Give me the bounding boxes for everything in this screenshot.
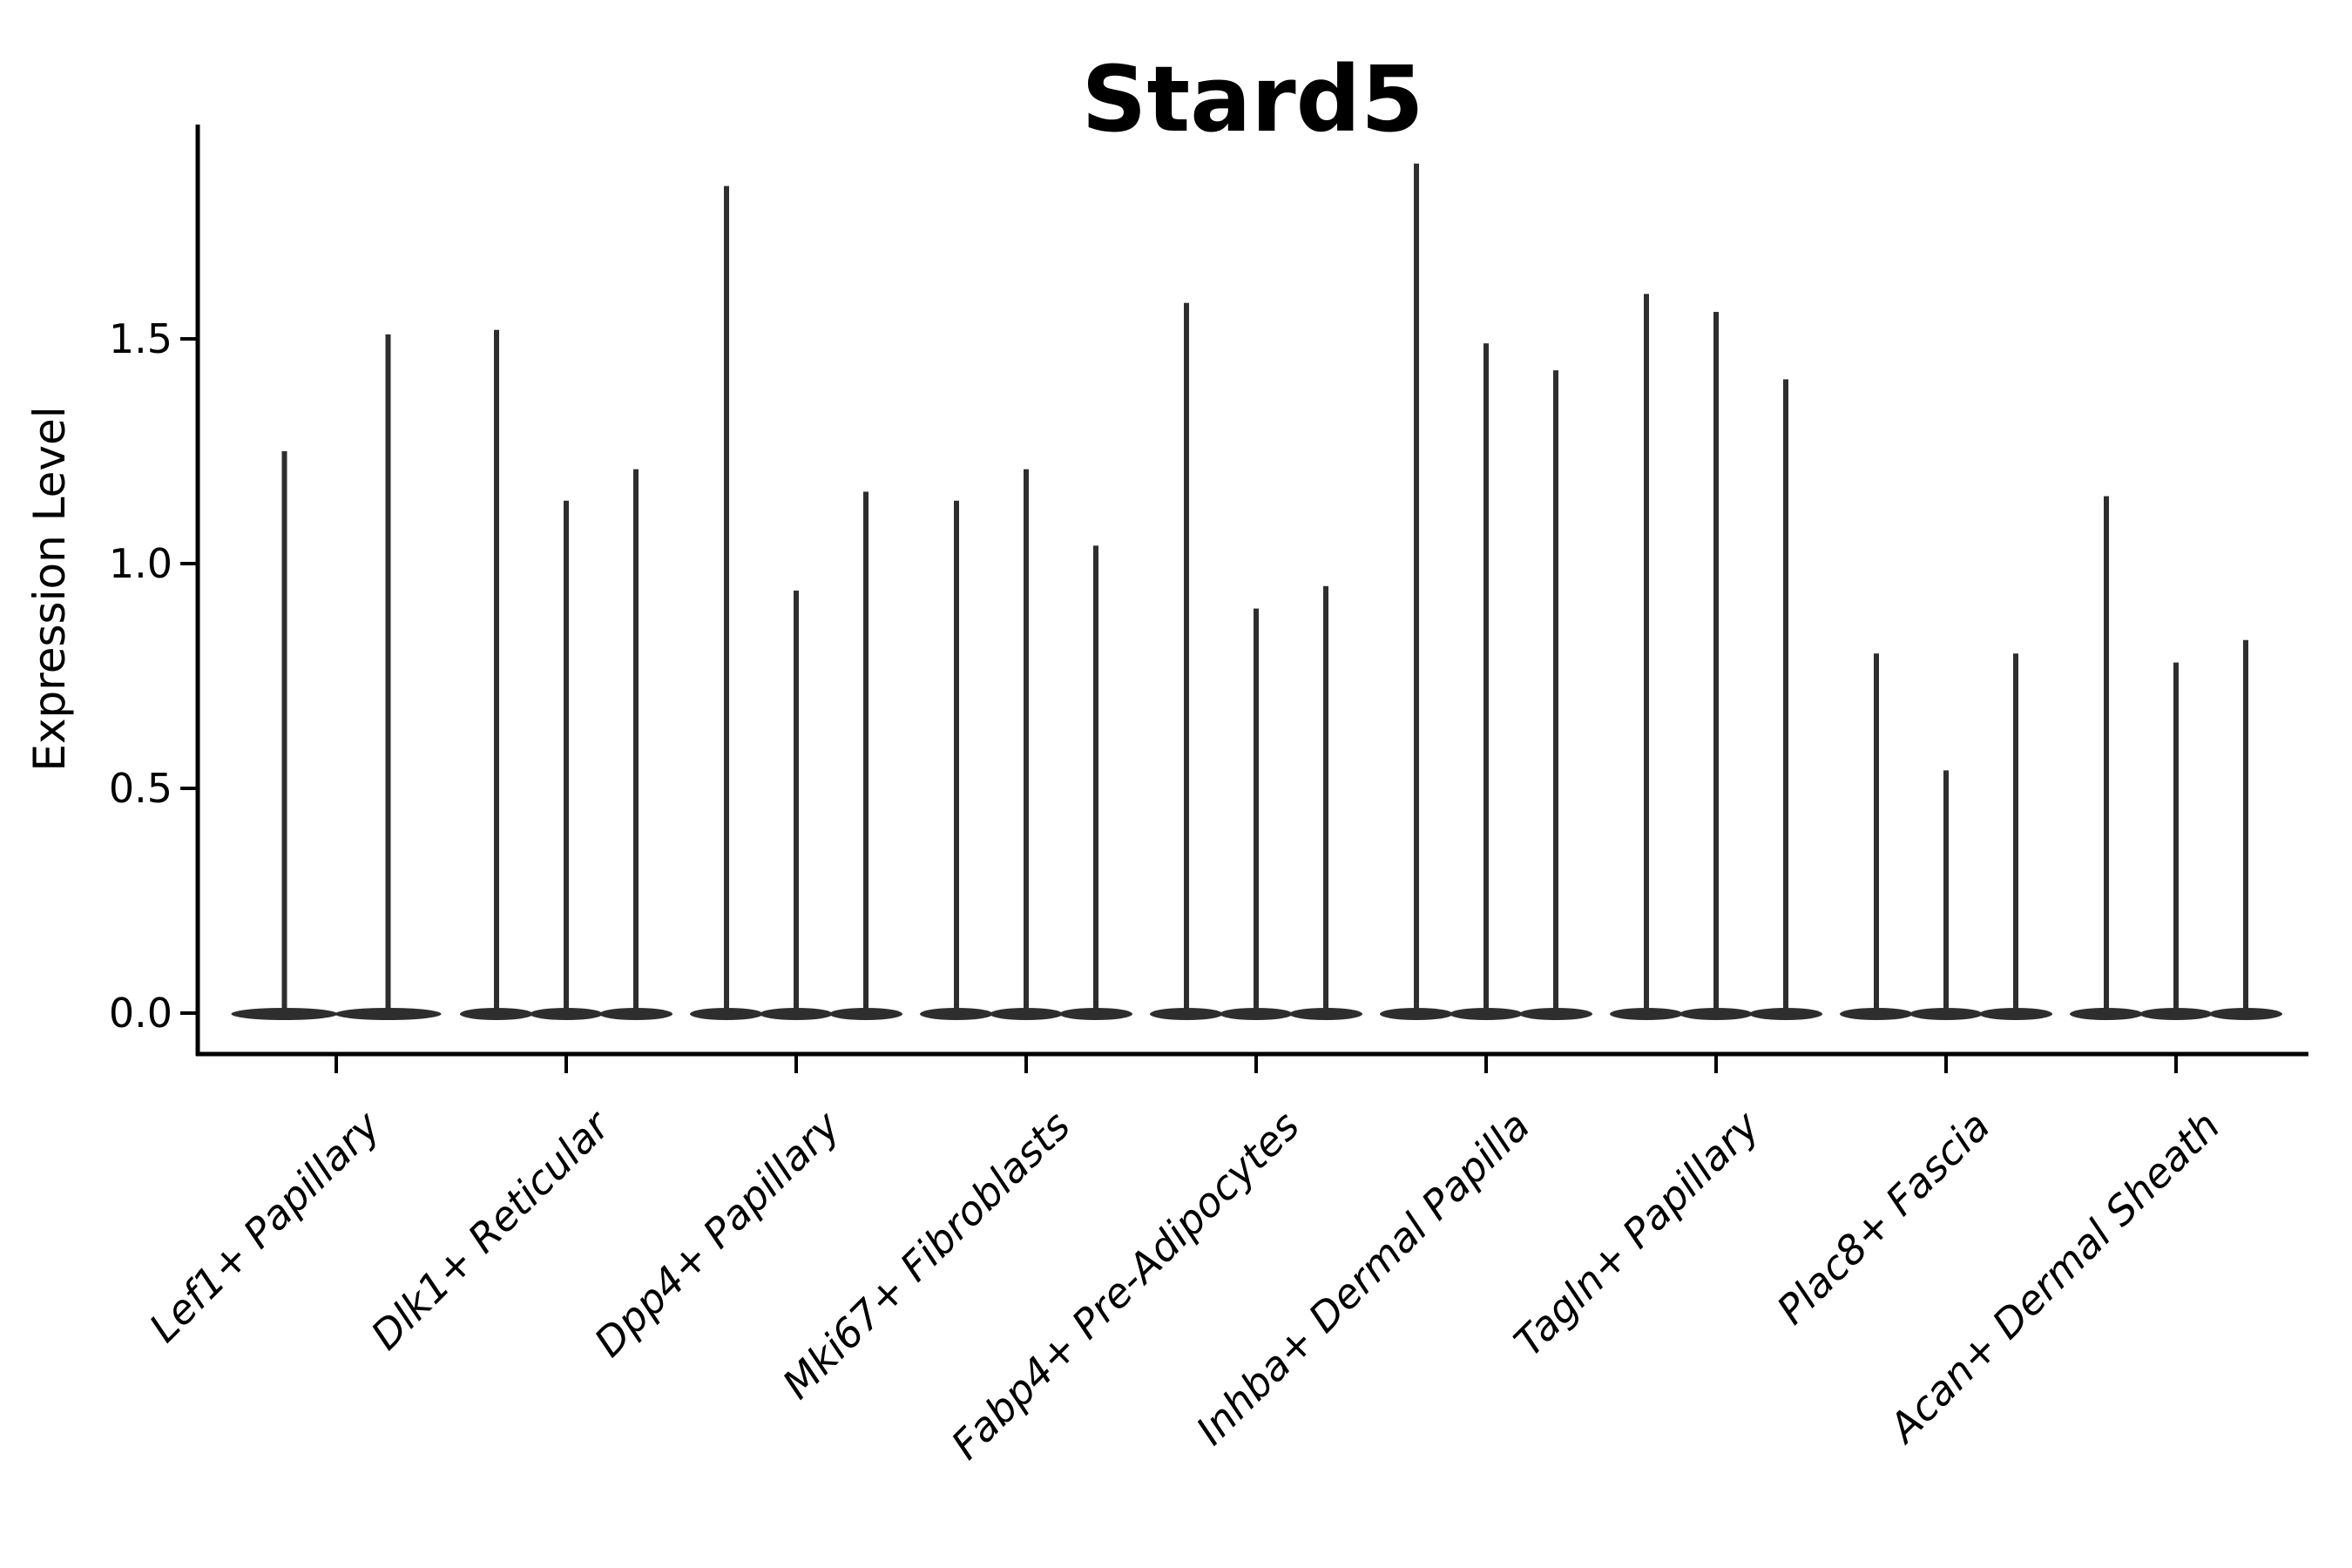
chart-title: Stard5 bbox=[1081, 46, 1424, 152]
violin-needle bbox=[281, 451, 287, 1014]
violin-needle bbox=[2104, 496, 2109, 1014]
violin-needle bbox=[1093, 545, 1098, 1014]
violin-needle bbox=[2013, 653, 2018, 1014]
violin-needle bbox=[494, 329, 499, 1014]
violin-needle bbox=[1024, 469, 1029, 1014]
violin-needle bbox=[794, 590, 799, 1014]
y-tick-label: 1.0 bbox=[108, 540, 172, 587]
violin-needle bbox=[1323, 585, 1328, 1014]
violin-needle bbox=[1713, 312, 1719, 1014]
violin-needle bbox=[1644, 294, 1649, 1014]
violin-needle bbox=[1783, 379, 1788, 1014]
violin-needle bbox=[2243, 639, 2248, 1014]
violin-needle bbox=[863, 491, 868, 1014]
violin-needle bbox=[633, 469, 639, 1014]
violin-needle bbox=[1414, 163, 1419, 1014]
violin-needle bbox=[1184, 302, 1189, 1015]
y-tick-label: 0.0 bbox=[108, 990, 172, 1037]
violin-needle bbox=[564, 500, 569, 1014]
violin-needle bbox=[1553, 370, 1558, 1014]
violin-needle bbox=[724, 186, 729, 1014]
violin-needle bbox=[1943, 770, 1949, 1014]
violin-needle bbox=[385, 334, 391, 1015]
y-tick-label: 1.5 bbox=[108, 315, 172, 362]
violin-needle bbox=[954, 500, 959, 1014]
violin-needle bbox=[1254, 608, 1259, 1014]
y-tick-label: 0.5 bbox=[108, 765, 172, 812]
violin-needle bbox=[2173, 662, 2179, 1014]
violin-needle bbox=[1874, 653, 1879, 1014]
violin-needle bbox=[1484, 343, 1489, 1014]
